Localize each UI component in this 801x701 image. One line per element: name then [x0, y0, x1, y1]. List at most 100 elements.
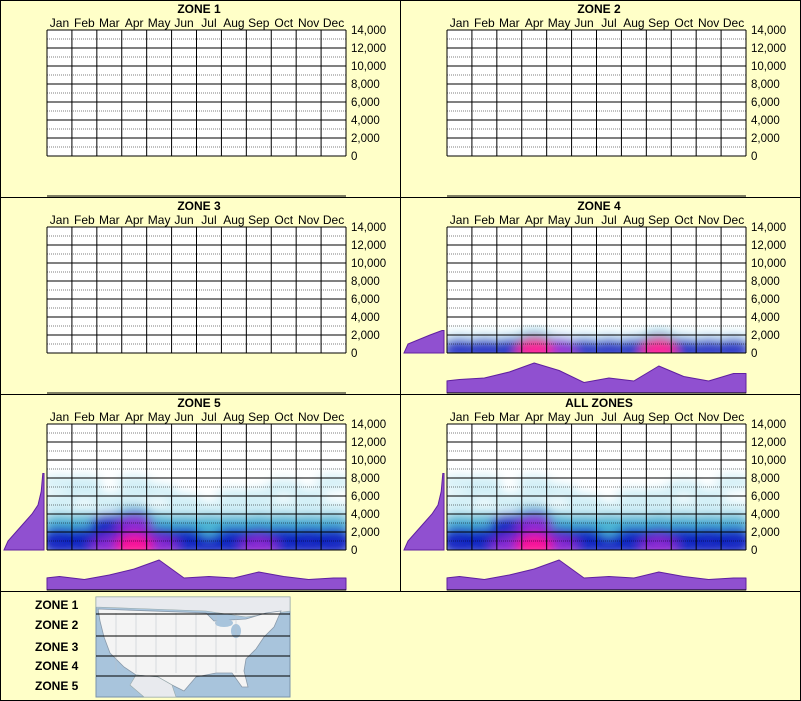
y-tick-label: 10,000 [751, 258, 786, 270]
month-label: Mar [99, 410, 120, 424]
heat-cell [640, 513, 678, 533]
legend-zone-label: ZONE 2 [35, 618, 79, 632]
y-tick-label: 6,000 [351, 491, 380, 503]
month-label: Nov [298, 213, 319, 227]
heat-cell [515, 475, 553, 490]
month-label: Sep [648, 213, 670, 227]
month-label: Dec [723, 213, 744, 227]
month-label: Jun [174, 213, 193, 227]
month-label: Apr [125, 16, 144, 30]
month-label: Aug [223, 213, 244, 227]
month-label: Oct [674, 213, 693, 227]
month-label: Oct [274, 410, 293, 424]
y-tick-label: 14,000 [751, 25, 786, 37]
y-tick-label: 12,000 [351, 43, 386, 55]
y-tick-label: 14,000 [351, 419, 386, 431]
month-label: Apr [125, 410, 144, 424]
month-label: Nov [698, 16, 719, 30]
month-label: Apr [525, 16, 544, 30]
month-label: Jul [601, 213, 616, 227]
zone-legend: ZONE 1 ZONE 2 ZONE 3 ZONE 4 ZONE 5 [35, 596, 291, 698]
month-label: Aug [623, 213, 644, 227]
month-label: May [548, 16, 571, 30]
y-tick-label: 6,000 [351, 294, 380, 306]
y-tick-label: 10,000 [751, 61, 786, 73]
y-tick-label: 12,000 [351, 437, 386, 449]
heat-cell [640, 534, 678, 550]
month-label: Oct [274, 213, 293, 227]
y-tick-label: 8,000 [351, 473, 380, 485]
elevation-profile [403, 330, 445, 354]
y-tick-label: 14,000 [351, 25, 386, 37]
map-land-canada [95, 596, 291, 618]
panel-title: ZONE 3 [177, 199, 221, 213]
y-tick-label: 4,000 [751, 509, 780, 521]
month-label: Jun [574, 213, 593, 227]
heat-cell [714, 338, 746, 353]
y-tick-label: 4,000 [351, 312, 380, 324]
month-label: Jul [601, 16, 616, 30]
y-tick-label: 0 [751, 151, 757, 163]
y-tick-label: 6,000 [351, 97, 380, 109]
month-label: Feb [474, 16, 495, 30]
month-label: May [548, 213, 571, 227]
panel-title: ZONE 5 [177, 396, 221, 410]
month-label: Aug [223, 16, 244, 30]
y-tick-label: 8,000 [751, 79, 780, 91]
monthly-profile [446, 559, 747, 591]
y-tick-label: 2,000 [751, 527, 780, 539]
month-label: Feb [474, 410, 495, 424]
y-tick-label: 2,000 [751, 330, 780, 342]
month-label: Dec [323, 213, 344, 227]
elevation-profile [3, 473, 45, 551]
y-tick-label: 12,000 [751, 437, 786, 449]
month-label: May [148, 16, 171, 30]
panel-title: ZONE 4 [577, 199, 621, 213]
y-tick-label: 8,000 [751, 276, 780, 288]
month-label: Oct [674, 16, 693, 30]
month-label: May [148, 410, 171, 424]
monthly-profile [446, 362, 747, 394]
y-tick-label: 14,000 [751, 419, 786, 431]
y-tick-label: 6,000 [751, 491, 780, 503]
month-label: Dec [323, 410, 344, 424]
month-label: Jan [50, 16, 69, 30]
heat-cell [515, 337, 553, 353]
panel-title: ZONE 2 [577, 2, 621, 16]
month-label: Sep [248, 213, 270, 227]
month-label: Dec [723, 410, 744, 424]
legend-zone-label: ZONE 1 [35, 598, 79, 612]
month-label: Jan [50, 410, 69, 424]
month-label: Oct [274, 16, 293, 30]
month-label: Nov [698, 213, 719, 227]
month-label: Jul [601, 410, 616, 424]
y-tick-label: 0 [751, 545, 757, 557]
y-tick-label: 12,000 [351, 240, 386, 252]
month-label: Aug [223, 410, 244, 424]
map-land-mexico [129, 674, 177, 698]
month-label: Sep [648, 410, 670, 424]
month-label: Oct [674, 410, 693, 424]
panel-title: ZONE 1 [177, 2, 221, 16]
month-label: Feb [74, 410, 95, 424]
y-tick-label: 8,000 [751, 473, 780, 485]
y-tick-label: 10,000 [351, 61, 386, 73]
heat-cell [314, 474, 346, 491]
y-tick-label: 10,000 [351, 455, 386, 467]
heat-cell [515, 534, 553, 550]
month-label: Jul [201, 410, 216, 424]
y-tick-label: 0 [751, 348, 757, 360]
month-label: Apr [525, 213, 544, 227]
map-lake [215, 619, 233, 627]
month-label: May [548, 410, 571, 424]
y-tick-label: 2,000 [751, 133, 780, 145]
month-label: Jan [450, 16, 469, 30]
month-label: Sep [248, 410, 270, 424]
month-label: May [148, 213, 171, 227]
month-label: Aug [623, 410, 644, 424]
heat-cell [465, 483, 504, 500]
month-label: Feb [474, 213, 495, 227]
month-label: Jul [201, 213, 216, 227]
month-label: Dec [323, 16, 344, 30]
